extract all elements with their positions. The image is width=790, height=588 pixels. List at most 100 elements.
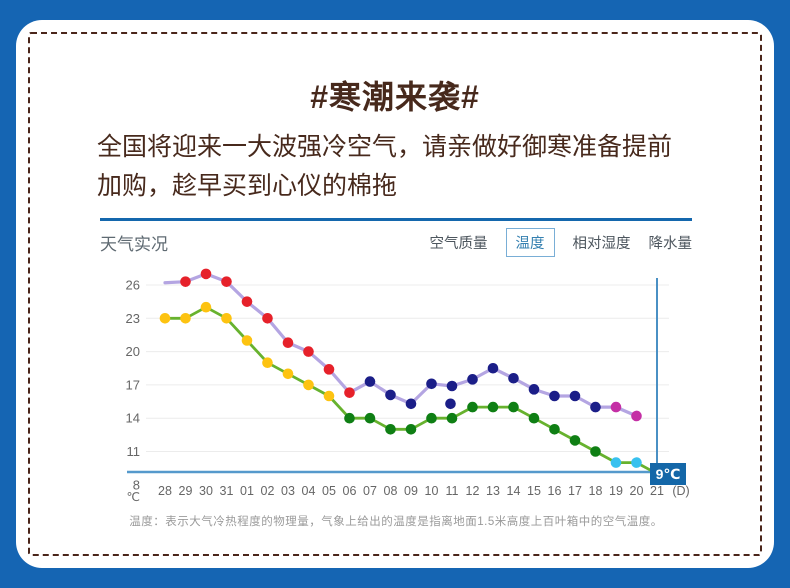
y-tick-label: 11 — [127, 444, 141, 459]
section-title: 天气实况 — [100, 234, 168, 254]
high-point-12 — [467, 374, 478, 385]
high-point-07 — [364, 376, 376, 387]
low-point-28 — [159, 313, 171, 324]
x-axis-labels: 28 29 30 31 01 02 03 04 05 06 07 08 09 10 11 12 13 14 15 16… — [158, 484, 690, 498]
high-point-19 — [610, 401, 622, 413]
low-point-10 — [426, 412, 437, 424]
low-point-31 — [221, 313, 232, 324]
high-temperature-points — [180, 268, 642, 422]
isolated-observation-point — [445, 398, 456, 410]
high-point-20 — [631, 410, 642, 422]
y-axis-unit: ℃ — [127, 490, 140, 504]
low-point-03 — [282, 368, 294, 380]
x-tick-label: 16 — [548, 484, 562, 498]
x-tick-label: 18 — [589, 484, 603, 498]
x-tick-label: 31 — [220, 484, 234, 498]
chart-area[interactable]: 26 23 20 17 14 11 8 ℃ 28 29 30 31 01 02 03 04 05 06 07 08 09… — [97, 260, 713, 512]
tab-precipitation[interactable]: 降水量 — [648, 235, 693, 252]
high-point-30 — [200, 268, 212, 280]
low-point-29 — [180, 313, 191, 324]
selected-day-badge-rect — [650, 463, 686, 485]
low-point-05 — [323, 390, 335, 402]
x-tick-label: 12 — [466, 484, 480, 498]
x-tick-label: 04 — [302, 484, 316, 498]
low-point-04 — [303, 379, 314, 391]
low-point-13 — [487, 401, 499, 413]
high-point-14 — [508, 372, 519, 384]
high-point-08 — [385, 389, 396, 401]
y-tick-label: 17 — [126, 377, 140, 392]
high-point-09 — [405, 398, 417, 410]
low-point-16 — [549, 424, 560, 435]
x-tick-label: 09 — [404, 484, 418, 498]
high-point-18 — [590, 401, 601, 413]
x-tick-label: 30 — [199, 484, 213, 498]
high-point-04 — [303, 346, 314, 357]
widget-top-rule — [100, 218, 692, 221]
x-tick-label: 03 — [281, 484, 295, 498]
y-tick-label: 8 — [133, 477, 140, 492]
high-point-11 — [446, 380, 458, 392]
high-point-13 — [487, 362, 499, 374]
y-tick-label: 14 — [126, 411, 140, 426]
high-point-29 — [180, 276, 191, 287]
x-axis-suffix: (D) — [672, 484, 689, 498]
y-tick-label: 23 — [126, 311, 140, 326]
low-point-01 — [241, 335, 253, 346]
temperature-chart[interactable]: 26 23 20 17 14 11 8℃ 28 29 30 31 01 02 03 04 05 06 07 08 09… — [97, 260, 713, 512]
x-tick-label: 02 — [261, 484, 275, 498]
y-tick-label: 26 — [126, 278, 140, 293]
tab-relative-humidity[interactable]: 相对湿度 — [572, 235, 631, 252]
x-tick-label: 07 — [363, 484, 377, 498]
high-point-06 — [344, 387, 355, 398]
x-tick-label: 11 — [446, 484, 459, 498]
low-temperature-points — [159, 301, 642, 468]
low-temperature-line — [163, 305, 659, 476]
high-point-05 — [323, 364, 335, 375]
page-title: #寒潮来袭# — [310, 79, 480, 115]
high-temperature-line — [163, 272, 639, 418]
promo-card: #寒潮来袭# 全国将迎来一大波强冷空气，请亲做好御寒准备提前 加购，趁早买到心仪… — [16, 20, 774, 568]
x-tick-label: 10 — [425, 484, 439, 498]
x-tick-label: 15 — [527, 484, 541, 498]
x-tick-label: 08 — [384, 484, 398, 498]
low-point-09 — [405, 424, 417, 435]
grid-lines — [146, 284, 669, 452]
x-tick-label: 19 — [609, 484, 623, 498]
high-point-15 — [528, 384, 540, 395]
high-point-02 — [262, 313, 273, 324]
low-point-02 — [262, 357, 273, 368]
chart-caption: 温度：表示大气冷热程度的物理量，气象上给出的温度是指离地面1.5米高度上百叶箱中… — [129, 516, 663, 528]
x-tick-label: 20 — [630, 484, 644, 498]
low-point-14 — [508, 401, 519, 413]
low-point-07 — [364, 412, 376, 424]
x-tick-label: 17 — [568, 484, 582, 498]
high-point-10 — [426, 378, 437, 390]
selected-day-temperature-label: 9℃ — [656, 466, 681, 482]
promo-line-2: 加购，趁早买到心仪的棉拖 — [97, 172, 398, 200]
low-point-30 — [200, 301, 212, 313]
tab-bar: 空气质量 温度 相对湿度 降水量 — [429, 227, 693, 257]
weather-widget-header: 天气实况 空气质量 温度 相对湿度 降水量 — [100, 227, 693, 257]
low-point-18 — [590, 446, 601, 457]
x-tick-label: 21 — [650, 484, 664, 498]
y-tick-label: 20 — [126, 344, 140, 359]
selected-day-badge[interactable]: 9℃ — [650, 463, 686, 485]
x-tick-label: 05 — [322, 484, 336, 498]
high-point-03 — [282, 337, 294, 349]
low-point-12 — [467, 401, 478, 413]
high-point-31 — [221, 276, 232, 287]
low-point-15 — [528, 412, 540, 424]
x-tick-label: 06 — [343, 484, 357, 498]
tab-air-quality[interactable]: 空气质量 — [429, 235, 488, 252]
x-tick-label: 29 — [179, 484, 193, 498]
x-tick-label: 28 — [158, 484, 172, 498]
high-point-16 — [549, 390, 560, 402]
low-point-08 — [385, 424, 396, 435]
y-axis-labels: 26 23 20 17 14 11 8℃ — [126, 278, 140, 505]
low-point-11 — [446, 412, 458, 424]
low-point-17 — [569, 435, 581, 446]
high-point-01 — [241, 296, 253, 307]
tab-temperature[interactable]: 温度 — [505, 227, 555, 257]
x-tick-label: 01 — [240, 484, 254, 498]
